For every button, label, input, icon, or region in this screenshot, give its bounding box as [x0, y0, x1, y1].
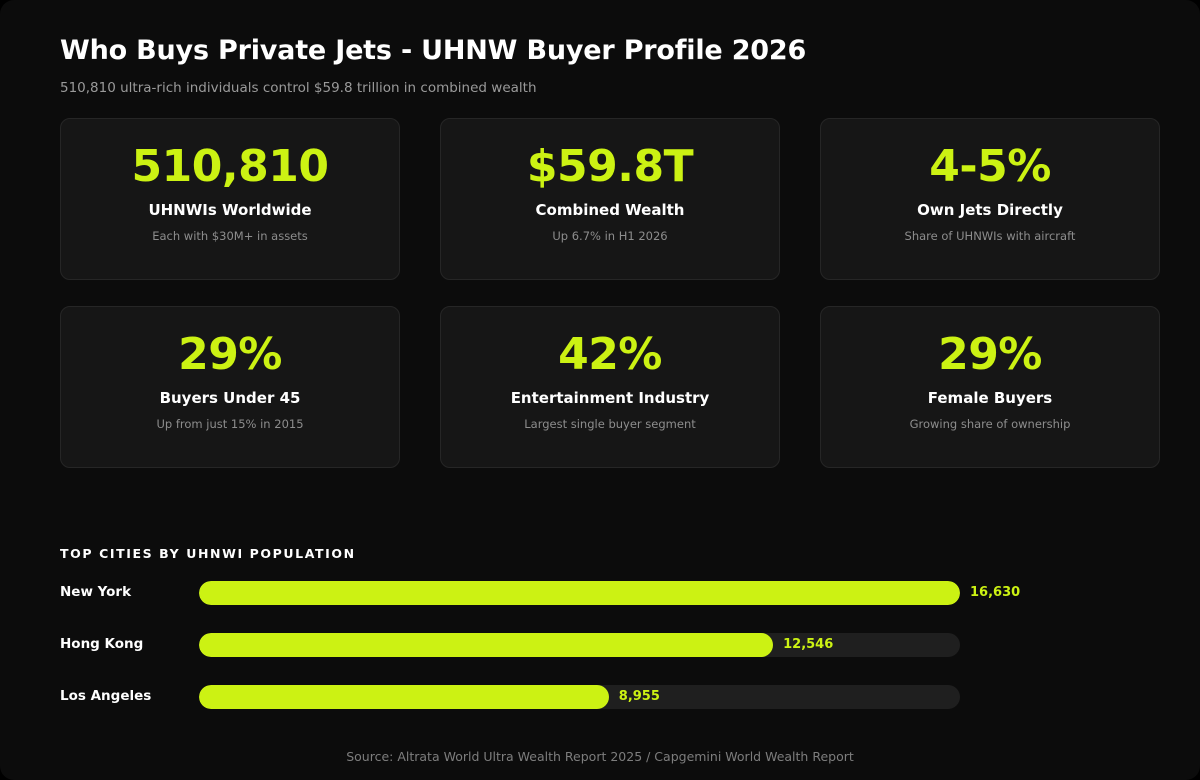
page-title: Who Buys Private Jets - UHNW Buyer Profi… — [60, 35, 807, 66]
bar-track — [199, 581, 960, 605]
page-subtitle: 510,810 ultra-rich individuals control $… — [60, 79, 537, 96]
stat-value: 29% — [178, 329, 282, 380]
stat-value: 510,810 — [131, 141, 329, 192]
top-cities-chart: TOP CITIES BY UHNWI POPULATION New York … — [60, 546, 1140, 729]
stat-label: Entertainment Industry — [510, 388, 710, 407]
stat-card-female-buyers: 29% Female Buyers Growing share of owner… — [820, 306, 1160, 468]
bar-value-label: 12,546 — [783, 637, 834, 652]
stat-card-own-jets-directly: 4-5% Own Jets Directly Share of UHNWIs w… — [820, 118, 1160, 280]
stat-card-grid: 510,810 UHNWIs Worldwide Each with $30M+… — [60, 118, 1160, 468]
stat-label: Own Jets Directly — [917, 200, 1063, 219]
bar-value-label: 8,955 — [618, 689, 660, 704]
stat-label: Female Buyers — [927, 388, 1053, 407]
stat-card-uhnwis-worldwide: 510,810 UHNWIs Worldwide Each with $30M+… — [60, 118, 400, 280]
bar-category-label: Los Angeles — [60, 688, 152, 704]
stat-note: Up from just 15% in 2015 — [156, 416, 304, 431]
stat-card-entertainment-industry: 42% Entertainment Industry Largest singl… — [440, 306, 780, 468]
stat-card-buyers-under-45: 29% Buyers Under 45 Up from just 15% in … — [60, 306, 400, 468]
bar-row: New York 16,630 — [60, 573, 1140, 625]
bar-track — [199, 633, 960, 657]
stat-value: 42% — [558, 329, 662, 380]
stat-note: Up 6.7% in H1 2026 — [552, 228, 668, 243]
stat-label: Buyers Under 45 — [159, 388, 301, 407]
chart-heading: TOP CITIES BY UHNWI POPULATION — [60, 546, 356, 561]
stat-label: UHNWIs Worldwide — [148, 200, 312, 219]
bar-value-label: 16,630 — [970, 585, 1021, 600]
source-footer: Source: Altrata World Ultra Wealth Repor… — [346, 749, 854, 764]
bar-track — [199, 685, 960, 709]
bar-row: Hong Kong 12,546 — [60, 625, 1140, 677]
bar-fill — [199, 633, 774, 657]
bar-fill — [199, 581, 960, 605]
stat-value: $59.8T — [526, 141, 694, 192]
bar-row: Los Angeles 8,955 — [60, 677, 1140, 729]
bar-category-label: New York — [60, 584, 132, 600]
stat-card-combined-wealth: $59.8T Combined Wealth Up 6.7% in H1 202… — [440, 118, 780, 280]
stat-label: Combined Wealth — [535, 200, 685, 219]
bar-fill — [199, 685, 609, 709]
header: Who Buys Private Jets - UHNW Buyer Profi… — [60, 36, 1140, 96]
stat-note: Largest single buyer segment — [524, 416, 696, 431]
stat-value: 4-5% — [929, 141, 1051, 192]
stat-note: Each with $30M+ in assets — [152, 228, 308, 243]
stat-note: Growing share of ownership — [909, 416, 1071, 431]
bar-category-label: Hong Kong — [60, 636, 144, 652]
stat-value: 29% — [938, 329, 1042, 380]
stat-note: Share of UHNWIs with aircraft — [904, 228, 1076, 243]
